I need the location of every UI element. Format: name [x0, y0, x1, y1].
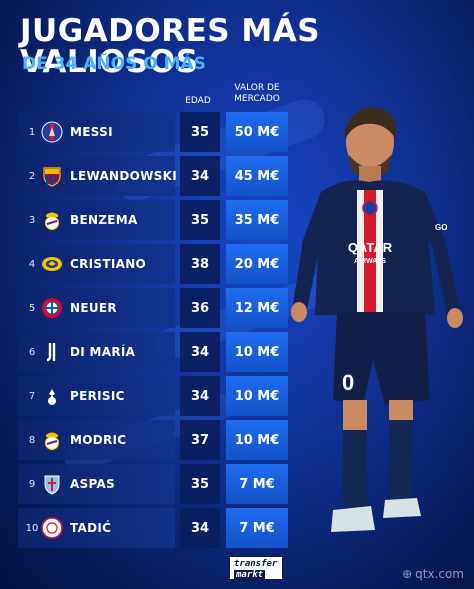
juventus-crest-icon: [41, 341, 63, 363]
player-cell: 7 PERISIC: [18, 376, 175, 416]
market-value: 10 M€: [226, 376, 288, 416]
barcelona-crest-icon: [41, 165, 63, 187]
shirt-sponsor-line1: QATAR: [348, 240, 393, 255]
market-value: 10 M€: [226, 332, 288, 372]
watermark-text: qtx.com: [415, 567, 464, 581]
market-value: 35 M€: [226, 200, 288, 240]
table-row: 5 NEUER 36 12 M€: [18, 288, 288, 328]
ajax-crest-icon: [41, 517, 63, 539]
player-cell: 6 DI MARÍA: [18, 332, 175, 372]
shorts-number: 0: [342, 370, 354, 395]
rank-number: 4: [28, 258, 36, 270]
real-madrid-crest-icon: [41, 209, 63, 231]
player-cell: 9 ASPAS: [18, 464, 175, 504]
rank-number: 2: [28, 170, 36, 182]
psg-crest-icon: [41, 121, 63, 143]
transfermarkt-logo: transfer markt: [229, 556, 283, 580]
rank-number: 6: [28, 346, 36, 358]
column-header-value-line1: VALOR DE: [234, 83, 280, 93]
player-name: CRISTIANO: [70, 257, 147, 271]
rank-number: 5: [28, 302, 36, 314]
table-row: 1 MESSI 35 50 M€: [18, 112, 288, 152]
watermark: ⊕ qtx.com: [402, 567, 464, 581]
table-row: 10 TADIĆ 34 7 M€: [18, 508, 288, 548]
market-value: 7 M€: [226, 464, 288, 504]
column-header-value: VALOR DE MERCADO: [226, 83, 288, 106]
player-name: BENZEMA: [70, 213, 138, 227]
player-age: 38: [180, 244, 220, 284]
player-name: TADIĆ: [70, 521, 112, 535]
table-row: 8 MODRIC 37 10 M€: [18, 420, 288, 460]
player-age: 34: [180, 332, 220, 372]
celta-crest-icon: [41, 473, 63, 495]
real-madrid-crest-icon: [41, 429, 63, 451]
player-age: 35: [180, 200, 220, 240]
player-name: MESSI: [70, 125, 113, 139]
player-age: 37: [180, 420, 220, 460]
player-name: DI MARÍA: [70, 345, 136, 359]
player-cell: 3 BENZEMA: [18, 200, 175, 240]
rank-number: 9: [28, 478, 36, 490]
rank-number: 7: [28, 390, 36, 402]
rank-number: 1: [28, 126, 36, 138]
market-value: 12 M€: [226, 288, 288, 328]
player-age: 34: [180, 156, 220, 196]
player-name: NEUER: [70, 301, 117, 315]
player-cell: 5 NEUER: [18, 288, 175, 328]
market-value: 50 M€: [226, 112, 288, 152]
player-cell: 2 LEWANDOWSKI: [18, 156, 177, 196]
player-age: 35: [180, 112, 220, 152]
player-cell: 4 CRISTIANO: [18, 244, 175, 284]
page-subtitle: DE 34 AÑOS O MÁS: [22, 54, 206, 74]
shirt-sponsor-line2: AIRWAYS: [354, 258, 386, 265]
player-age: 34: [180, 376, 220, 416]
player-cell: 1 MESSI: [18, 112, 175, 152]
table-row: 9 ASPAS 35 7 M€: [18, 464, 288, 504]
player-name: LEWANDOWSKI: [70, 169, 177, 183]
al-nassr-crest-icon: [41, 253, 63, 275]
table-row: 7 PERISIC 34 10 M€: [18, 376, 288, 416]
page-title: JUGADORES MÁS VALIOSOS: [20, 13, 321, 80]
player-figure: QATAR AIRWAYS GO 0: [291, 106, 463, 532]
player-name: PERISIC: [70, 389, 125, 403]
table-row: 4 CRISTIANO 38 20 M€: [18, 244, 288, 284]
market-value: 10 M€: [226, 420, 288, 460]
rank-number: 10: [25, 522, 39, 534]
table-row: 2 LEWANDOWSKI 34 45 M€: [18, 156, 288, 196]
tottenham-crest-icon: [41, 385, 63, 407]
player-cell: 10 TADIĆ: [18, 508, 175, 548]
column-header-value-line2: MERCADO: [234, 94, 280, 105]
table-row: 6 DI MARÍA 34 10 M€: [18, 332, 288, 372]
market-value: 20 M€: [226, 244, 288, 284]
bayern-crest-icon: [41, 297, 63, 319]
logo-bottom-text: markt: [234, 570, 266, 580]
rank-number: 8: [28, 434, 36, 446]
player-name: MODRIC: [70, 433, 127, 447]
player-name: ASPAS: [70, 477, 116, 491]
watermark-icon: ⊕: [402, 567, 413, 581]
sleeve-text: GO: [435, 223, 447, 232]
column-header-age: EDAD: [185, 96, 211, 106]
market-value: 7 M€: [226, 508, 288, 548]
player-photo: QATAR AIRWAYS GO 0: [291, 106, 463, 532]
player-age: 34: [180, 508, 220, 548]
player-age: 35: [180, 464, 220, 504]
player-age: 36: [180, 288, 220, 328]
market-value: 45 M€: [226, 156, 288, 196]
logo-top-text: transfer: [234, 559, 278, 569]
rank-number: 3: [28, 214, 36, 226]
table-row: 3 BENZEMA 35 35 M€: [18, 200, 288, 240]
player-cell: 8 MODRIC: [18, 420, 175, 460]
